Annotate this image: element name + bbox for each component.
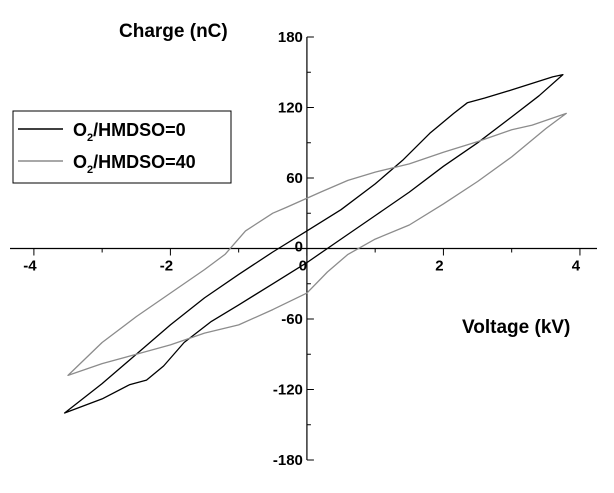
y-tick-label: -120 [273,382,303,399]
x-tick-label: -2 [160,258,173,275]
series-line-2 [67,112,567,377]
y-tick-label: 120 [278,100,303,117]
axes [10,36,597,461]
legend: O2/HMDSO=0 O2/HMDSO=40 [12,110,232,184]
series-line-1 [63,73,564,414]
legend-label-series-1: O2/HMDSO=0 [73,120,186,144]
y-tick-label: -60 [281,311,303,328]
x-tick-label: 2 [435,258,443,275]
y-tick-label: 60 [286,170,303,187]
x-tick-label: 0 [299,258,307,275]
series-group [63,73,567,414]
x-axis-title: Voltage (kV) [462,317,570,338]
legend-box [12,110,232,184]
y-axis-title: Charge (nC) [119,21,228,42]
legend-label-series-2: O2/HMDSO=40 [73,152,196,176]
y-tick-label: 180 [278,29,303,46]
tick-labels: -4 -2 0 2 4 -180 -120 -60 0 60 120 180 [23,29,581,469]
y-tick-label: 0 [295,239,303,256]
x-tick-label: 4 [572,258,581,275]
y-tick-label: -180 [273,452,303,469]
x-tick-label: -4 [23,258,37,275]
